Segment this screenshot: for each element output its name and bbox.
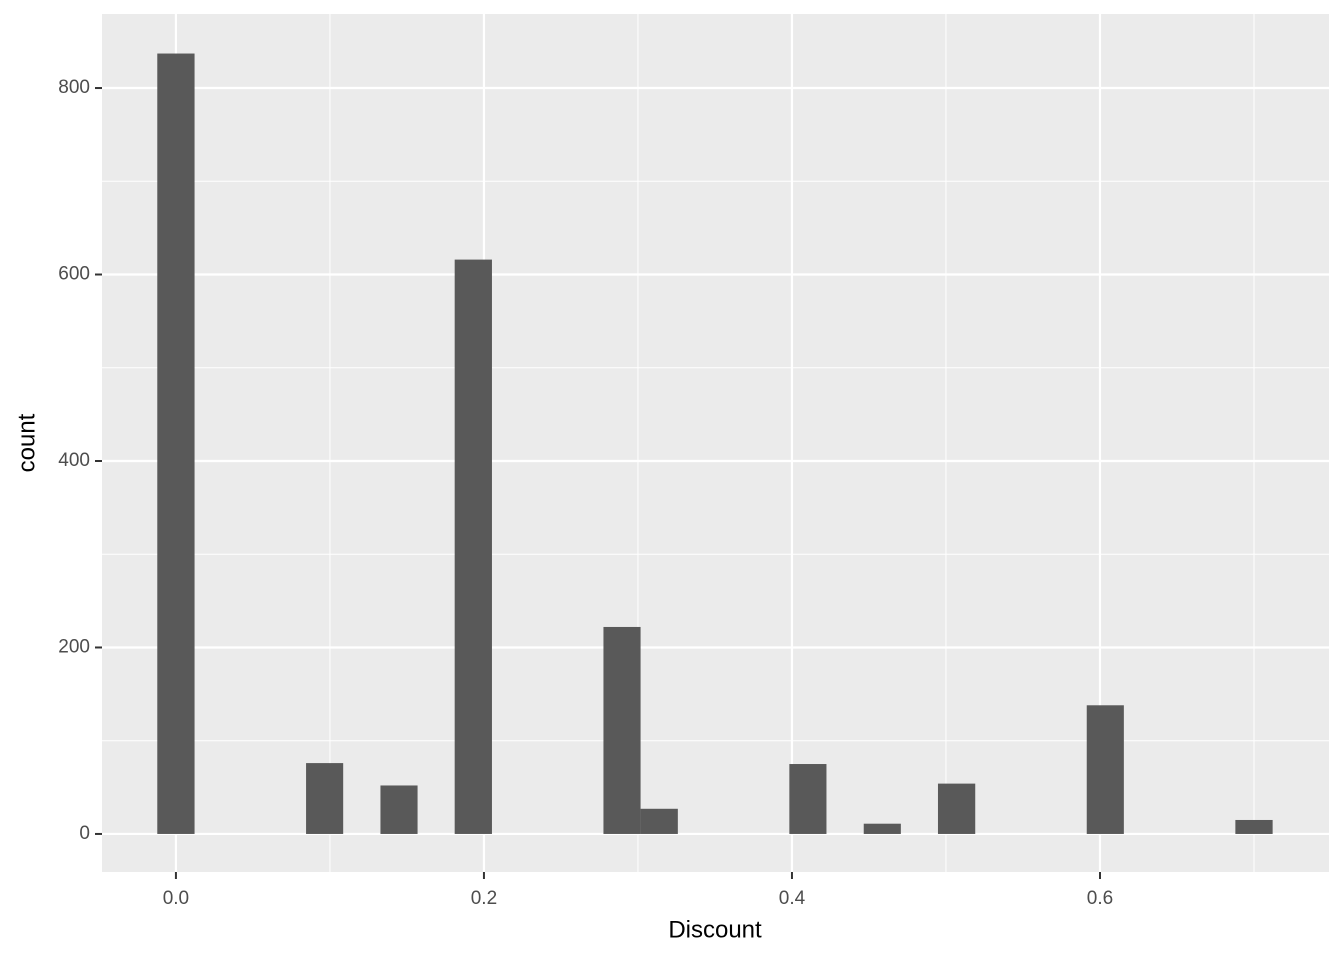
bar <box>157 53 195 834</box>
panel <box>102 14 1329 872</box>
bar <box>1086 705 1124 834</box>
y-tick-label: 800 <box>58 77 90 98</box>
bar <box>454 259 492 834</box>
bar <box>937 783 976 834</box>
bar <box>306 763 344 834</box>
bar <box>640 808 678 834</box>
bar <box>863 823 901 834</box>
bar <box>1235 819 1273 834</box>
y-tick-label: 0 <box>79 823 90 844</box>
bar <box>603 626 641 834</box>
bar <box>380 785 418 834</box>
y-axis-title: count <box>13 413 40 472</box>
x-axis-title: Discount <box>668 916 762 943</box>
x-tick-label: 0.4 <box>779 888 806 909</box>
y-tick-label: 200 <box>58 636 90 657</box>
x-tick-label: 0.0 <box>163 888 189 909</box>
bar <box>789 764 827 834</box>
x-tick-label: 0.6 <box>1087 888 1113 909</box>
x-tick-label: 0.2 <box>471 888 497 909</box>
y-tick-label: 600 <box>58 264 90 285</box>
y-tick-label: 400 <box>58 450 90 471</box>
